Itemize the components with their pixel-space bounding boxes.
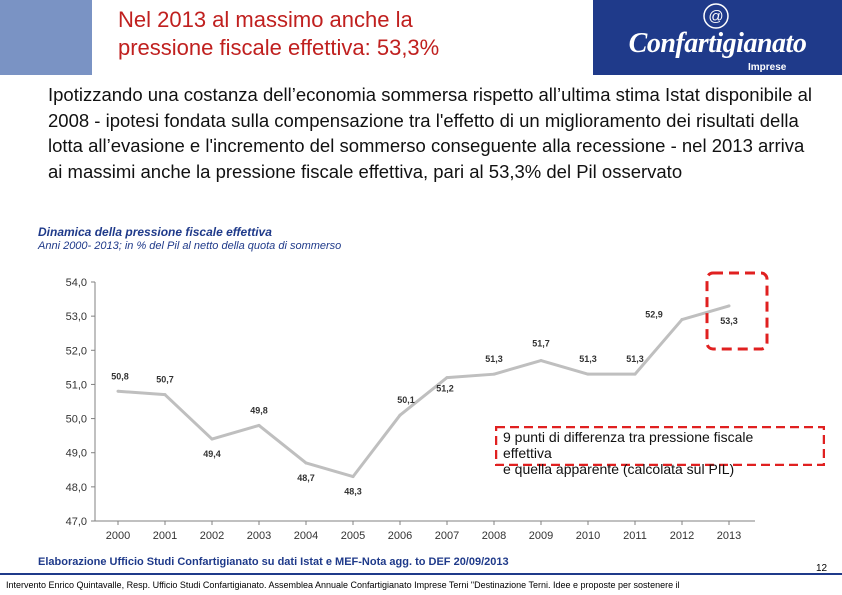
annotation-line1: 9 punti di differenza tra pressione fisc… [503,429,754,445]
value-label: 50,7 [156,375,174,385]
y-tick-label: 54,0 [66,277,87,289]
data-point [586,372,590,376]
x-tick-label: 2000 [106,530,130,542]
page-number: 12 [816,563,828,574]
x-axis: 2000 2001 2002 2003 2004 2005 2006 2007 2008 2009… [95,520,755,542]
x-tick-label: 2002 [200,530,224,542]
value-label: 49,8 [250,405,268,415]
x-tick-label: 2004 [294,530,318,542]
y-tick-label: 51,0 [66,379,87,391]
value-label: 53,3 [720,316,738,326]
data-point [398,413,402,417]
data-point [539,359,543,363]
highlight-box [705,271,769,351]
y-tick-label: 53,0 [66,311,87,323]
x-tick-label: 2011 [623,530,647,542]
x-tick-label: 2001 [153,530,177,542]
annotation-text: 9 punti di differenza tra pressione fisc… [503,429,823,477]
logo-text: Confartigianato [628,28,807,59]
value-label: 48,3 [344,487,362,497]
y-tick-label: 48,0 [66,482,87,494]
value-label: 51,2 [436,384,454,394]
at-symbol-icon: @ [703,3,729,29]
page-title-line1: Nel 2013 al massimo anche la [118,7,413,32]
x-tick-label: 2012 [670,530,694,542]
data-point [727,304,731,308]
x-tick-label: 2013 [717,530,741,542]
source-note: Elaborazione Ufficio Studi Confartigiana… [38,556,509,568]
page-title: Nel 2013 al massimo anche la pressione f… [118,6,588,62]
line-chart: 47,048,049,050,051,052,053,054,0 2000 200… [66,271,769,542]
page-title-line2: pressione fiscale effettiva: 53,3% [118,35,440,60]
x-tick-label: 2010 [576,530,600,542]
intro-paragraph: Ipotizzando una costanza dell’economia s… [48,84,813,182]
data-point [210,437,214,441]
x-tick-label: 2003 [247,530,271,542]
x-tick-label: 2005 [341,530,365,542]
value-label: 51,3 [579,354,597,364]
footer-divider [0,573,842,575]
data-point [680,318,684,322]
value-label: 52,9 [645,310,663,320]
value-labels: 50,8 50,7 49,4 49,8 48,7 48,3 50,1 51,2 51,3 51,7… [111,310,738,497]
highlight-rect [705,271,769,351]
logo-symbol: @ [708,8,723,25]
annotation-line2: effettiva [503,445,552,461]
data-point [163,393,167,397]
confartigianato-logo: @ Confartigianato Imprese [593,0,842,75]
data-point [116,389,120,393]
annotation-box [495,426,825,466]
y-axis: 47,0 48,0 49,0 50,0 51,0 52,0 53,0 54,0 [66,277,96,528]
data-point [445,376,449,380]
footer-text: Intervento Enrico Quintavalle, Resp. Uff… [6,580,680,590]
logo-subtext: Imprese [748,62,787,73]
data-point [633,372,637,376]
chart-title: Dinamica della pressione fiscale effetti… [38,225,272,239]
data-point [257,423,261,427]
x-tick-label: 2008 [482,530,506,542]
data-point [351,475,355,479]
series-line [116,304,731,479]
value-label: 48,7 [297,473,315,483]
value-label: 51,3 [626,354,644,364]
header-left-bar [0,0,92,75]
x-tick-label: 2009 [529,530,553,542]
data-line [117,304,730,479]
x-tick-label: 2006 [388,530,412,542]
y-tick-label: 50,0 [66,414,87,426]
chart-subtitle: Anni 2000- 2013; in % del Pil al netto d… [38,240,342,252]
annotation-line3: e quella apparente (calcolata sul PIL) [503,461,735,477]
y-tick-label: 47,0 [66,516,87,528]
value-label: 51,3 [485,354,503,364]
value-label: 50,1 [397,395,415,405]
value-label: 50,8 [111,371,129,381]
value-label: 49,4 [203,449,221,459]
y-tick-label: 49,0 [66,448,87,460]
data-point [304,461,308,465]
y-tick-label: 52,0 [66,345,87,357]
x-tick-label: 2007 [435,530,459,542]
data-point [492,372,496,376]
value-label: 51,7 [532,339,550,349]
